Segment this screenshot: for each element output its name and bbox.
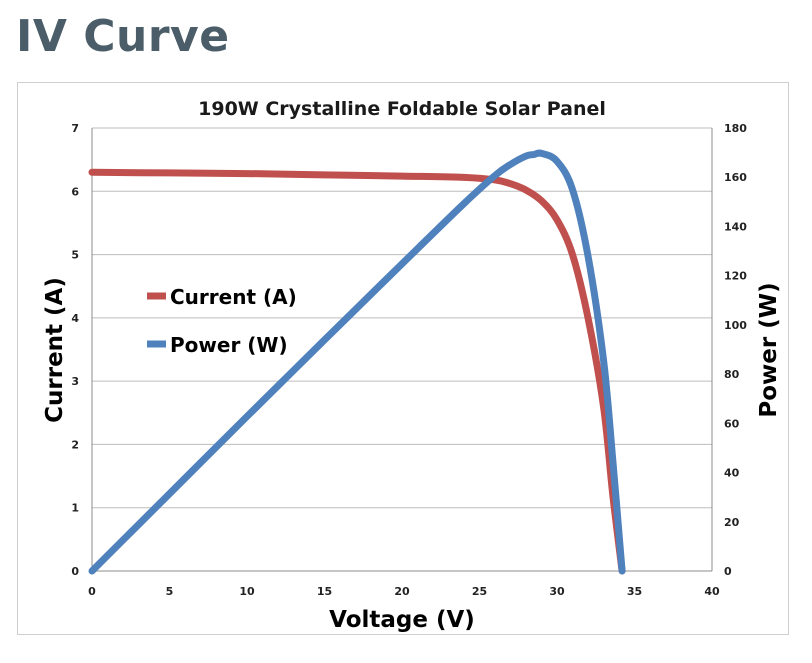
x-tick-label: 5 (166, 585, 174, 598)
legend-label-power: Power (W) (170, 333, 288, 357)
x-tick-label: 0 (88, 585, 96, 598)
x-tick-label: 15 (317, 585, 332, 598)
series-line-current (88, 168, 626, 575)
series-line-power (88, 149, 626, 575)
y-tick-label: 5 (71, 249, 79, 262)
y2-tick-label: 80 (724, 368, 740, 381)
x-tick-label: 25 (472, 585, 487, 598)
y2-tick-label: 40 (724, 467, 740, 480)
y2-tick-label: 140 (724, 220, 747, 233)
y-tick-label: 7 (71, 122, 79, 135)
series-layer (88, 149, 626, 575)
y2-tick-label: 60 (724, 417, 740, 430)
label-layer: 190W Crystalline Foldable Solar Panel Vo… (42, 98, 782, 633)
y-tick-label: 1 (71, 502, 79, 515)
grid-layer (92, 127, 712, 509)
x-axis-label: Voltage (V) (329, 607, 475, 633)
page-title: IV Curve (16, 11, 230, 62)
y2-tick-label: 160 (724, 171, 747, 184)
y2-tick-label: 100 (724, 319, 747, 332)
y2-tick-label: 120 (724, 270, 747, 283)
y2-axis-label: Power (W) (756, 282, 782, 417)
y-axis-label: Current (A) (42, 277, 68, 423)
x-tick-label: 10 (239, 585, 255, 598)
legend: Current (A) Power (W) (147, 285, 297, 357)
y-tick-label: 6 (71, 185, 79, 198)
y-tick-label: 0 (71, 565, 79, 578)
x-tick-label: 35 (627, 585, 642, 598)
y-tick-label: 4 (71, 312, 79, 325)
x-tick-label: 40 (704, 585, 720, 598)
x-tick-label: 30 (549, 585, 565, 598)
y2-tick-label: 180 (724, 122, 747, 135)
chart-title: 190W Crystalline Foldable Solar Panel (198, 98, 606, 120)
axis-layer: 0 1 2 3 4 5 6 7 0 20 40 60 80 100 120 140 160 180 0 5 10 15 20… (71, 122, 747, 598)
legend-label-current: Current (A) (170, 285, 297, 309)
x-tick-label: 20 (394, 585, 410, 598)
y2-tick-label: 0 (724, 565, 732, 578)
y-tick-label: 2 (71, 438, 79, 451)
y-tick-label: 3 (71, 375, 79, 388)
y2-tick-label: 20 (724, 516, 740, 529)
